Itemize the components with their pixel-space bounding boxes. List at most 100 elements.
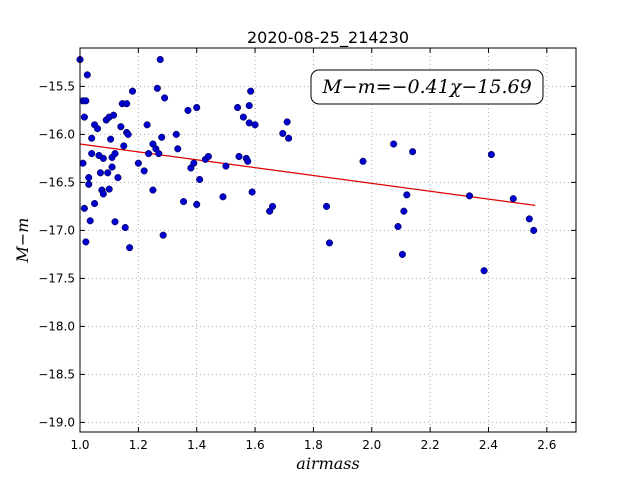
data-point bbox=[83, 71, 91, 79]
data-point bbox=[161, 94, 169, 102]
data-point bbox=[82, 97, 90, 105]
data-point bbox=[222, 162, 230, 170]
data-point bbox=[247, 87, 255, 95]
data-point bbox=[530, 226, 538, 234]
data-point bbox=[234, 103, 242, 112]
data-point bbox=[99, 190, 107, 198]
y-axis-label: M−m bbox=[13, 218, 32, 264]
equation-box bbox=[310, 69, 544, 105]
data-point bbox=[126, 244, 134, 252]
data-point bbox=[85, 180, 93, 188]
equation-annotation: M−m=−0.41χ−15.69 bbox=[321, 76, 531, 98]
data-point bbox=[123, 100, 131, 108]
data-point bbox=[124, 130, 132, 138]
x-tick-label: 2.0 bbox=[362, 438, 381, 452]
data-point bbox=[96, 169, 104, 177]
data-point bbox=[279, 129, 287, 137]
y-tick-label: −15.5 bbox=[38, 79, 75, 93]
data-point bbox=[245, 102, 253, 110]
data-point bbox=[480, 267, 488, 275]
plot-frame bbox=[79, 47, 577, 433]
data-point bbox=[285, 134, 293, 142]
data-point bbox=[409, 148, 417, 156]
data-point bbox=[403, 191, 411, 199]
data-point bbox=[235, 152, 243, 161]
data-point bbox=[140, 167, 148, 175]
x-axis-label: airmass bbox=[296, 454, 359, 473]
data-point bbox=[400, 207, 408, 215]
data-point bbox=[196, 175, 204, 184]
chart-title: 2020-08-25_214230 bbox=[247, 28, 409, 48]
data-point bbox=[155, 150, 163, 158]
data-point bbox=[239, 113, 247, 121]
data-point bbox=[93, 125, 102, 133]
data-point bbox=[79, 159, 87, 167]
data-point bbox=[91, 199, 99, 208]
data-point bbox=[114, 174, 122, 182]
data-point bbox=[105, 185, 113, 193]
data-point bbox=[128, 87, 137, 95]
data-point bbox=[394, 223, 402, 231]
data-point bbox=[158, 133, 166, 141]
data-point bbox=[248, 188, 256, 196]
x-tick-label: 1.8 bbox=[304, 438, 323, 452]
data-point bbox=[398, 250, 406, 258]
y-tick-label: −18.0 bbox=[38, 319, 75, 333]
data-point bbox=[117, 123, 125, 131]
data-point bbox=[107, 135, 115, 143]
data-point bbox=[120, 142, 128, 150]
data-point bbox=[465, 192, 474, 200]
data-point bbox=[193, 103, 201, 112]
data-point bbox=[88, 134, 96, 142]
x-tick-label: 1.2 bbox=[129, 438, 148, 452]
y-tick-label: −19.0 bbox=[38, 415, 75, 429]
data-point bbox=[359, 157, 367, 165]
y-tick-label: −17.0 bbox=[38, 223, 75, 237]
x-tick-label: 1.4 bbox=[187, 438, 206, 452]
data-point bbox=[322, 202, 331, 210]
data-point bbox=[190, 159, 198, 167]
data-point bbox=[184, 106, 192, 114]
points-layer bbox=[76, 55, 538, 275]
data-point bbox=[121, 223, 129, 232]
data-point bbox=[108, 163, 116, 171]
y-tick-label: −17.5 bbox=[38, 271, 75, 285]
y-axis: −15.5 −16.0 −16.5 −17.0 −17.5 −18.0 −18.5 −19.0 bbox=[38, 79, 576, 429]
data-point bbox=[149, 186, 157, 194]
data-point bbox=[88, 150, 96, 158]
data-point bbox=[174, 145, 182, 153]
data-point bbox=[86, 217, 94, 225]
data-point bbox=[99, 154, 107, 162]
data-point bbox=[159, 231, 167, 239]
grid bbox=[79, 48, 576, 432]
data-point bbox=[172, 130, 180, 138]
data-point bbox=[111, 218, 119, 226]
data-point bbox=[251, 121, 259, 129]
data-point bbox=[390, 140, 398, 148]
data-point bbox=[269, 202, 277, 210]
data-point bbox=[82, 238, 90, 246]
data-point bbox=[85, 174, 93, 182]
x-axis: 1.0 1.2 1.4 1.6 1.8 2.0 2.2 2.4 2.6 bbox=[70, 48, 556, 452]
x-tick-label: 1.0 bbox=[70, 438, 89, 452]
data-point bbox=[80, 113, 88, 121]
y-tick-label: −16.5 bbox=[38, 175, 75, 189]
data-point bbox=[143, 121, 151, 129]
x-tick-label: 2.4 bbox=[479, 438, 498, 452]
data-point bbox=[487, 151, 495, 159]
data-point bbox=[134, 159, 142, 167]
data-point bbox=[325, 239, 334, 247]
data-point bbox=[204, 152, 212, 161]
data-point bbox=[111, 150, 119, 158]
data-point bbox=[219, 193, 227, 201]
data-point bbox=[244, 157, 252, 165]
y-tick-label: −16.0 bbox=[38, 127, 75, 141]
data-point bbox=[110, 111, 118, 119]
data-point bbox=[525, 215, 533, 223]
x-tick-label: 1.6 bbox=[246, 438, 265, 452]
data-point bbox=[145, 150, 153, 158]
data-point bbox=[193, 200, 201, 209]
y-tick-label: −18.5 bbox=[38, 367, 75, 381]
data-point bbox=[283, 118, 291, 126]
